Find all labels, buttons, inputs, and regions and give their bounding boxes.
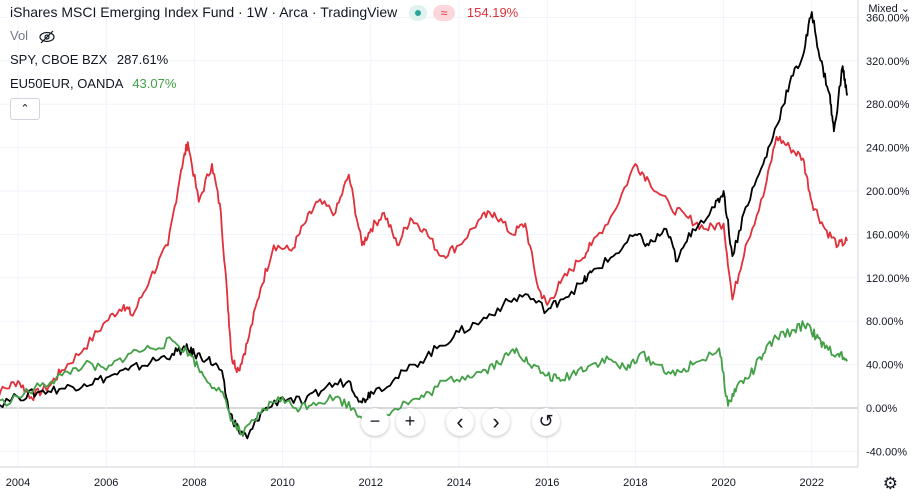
y-tick-label: 0.00% (866, 403, 897, 415)
x-tick-label: 2008 (182, 477, 206, 489)
zoom-in-button[interactable]: + (396, 408, 424, 436)
y-tick-label: 120.00% (866, 273, 910, 285)
axes: -40.00% 0.00% 40.00% 80.00% 120.00% 160.00% 20… (0, 0, 910, 489)
scroll-left-button[interactable]: ‹ (446, 408, 474, 436)
y-tick-label: 160.00% (866, 229, 910, 241)
chart-legend-title: iShares MSCI Emerging Index Fund · 1W · … (10, 4, 519, 22)
main-series-change: 154.19% (466, 5, 519, 20)
eye-hidden-icon[interactable] (38, 30, 56, 44)
reset-chart-button[interactable]: ↺ (532, 408, 560, 436)
y-tick-label: 240.00% (866, 143, 910, 155)
x-tick-label: 2006 (94, 477, 118, 489)
spy-legend[interactable]: SPY, CBOE BZX 287.61% (10, 52, 168, 67)
scroll-right-button[interactable]: › (482, 408, 510, 436)
series-line-0 (0, 135, 848, 402)
eu50-change: 43.07% (132, 76, 177, 91)
volume-legend[interactable]: Vol (10, 28, 56, 44)
visibility-toggle-icon[interactable] (409, 5, 428, 22)
x-tick-label: 2016 (535, 477, 559, 489)
chart-title: iShares MSCI Emerging Index Fund · 1W · … (10, 4, 398, 20)
y-tick-label: -40.00% (866, 446, 907, 458)
scale-mode-selector[interactable]: Mixed ⌄ (868, 3, 910, 15)
legend-collapse-button[interactable]: ⌃ (10, 98, 40, 120)
x-tick-label: 2014 (447, 477, 471, 489)
y-tick-label: 360.00% (866, 12, 910, 24)
x-tick-label: 2020 (711, 477, 735, 489)
grid-lines (0, 0, 858, 467)
volume-label: Vol (10, 28, 29, 43)
x-tick-label: 2010 (270, 477, 294, 489)
compare-mode-icon[interactable]: ≈ (433, 5, 456, 22)
x-tick-label: 2018 (623, 477, 647, 489)
eu50-legend[interactable]: EU50EUR, OANDA 43.07% (10, 76, 176, 91)
series-line-1 (0, 11, 848, 440)
zoom-out-button[interactable]: − (361, 408, 389, 436)
y-tick-label: 200.00% (866, 186, 910, 198)
series-line-2 (0, 320, 848, 436)
x-tick-label: 2012 (359, 477, 383, 489)
y-tick-label: 40.00% (866, 360, 904, 372)
settings-gear-icon[interactable]: ⚙ (882, 474, 898, 493)
y-tick-label: 320.00% (866, 56, 910, 68)
y-tick-label: 280.00% (866, 99, 910, 111)
spy-symbol: SPY, CBOE BZX (10, 52, 108, 67)
series-lines (0, 11, 848, 440)
eu50-symbol: EU50EUR, OANDA (10, 76, 123, 91)
x-tick-label: 2022 (800, 477, 824, 489)
y-tick-label: 80.00% (866, 316, 904, 328)
x-tick-label: 2004 (6, 477, 30, 489)
spy-change: 287.61% (116, 52, 169, 67)
